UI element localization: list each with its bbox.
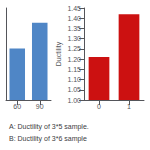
svg-text:1: 1 (127, 103, 131, 110)
svg-text:1.45: 1.45 (67, 5, 81, 12)
svg-text:B: Ductility of 3*6 sample: B: Ductility of 3*6 sample (9, 135, 87, 143)
svg-text:Ductility: Ductility (55, 41, 63, 66)
svg-text:A: Ductility of 3*5 sample.: A: Ductility of 3*5 sample. (9, 123, 89, 131)
svg-text:1.05: 1.05 (67, 86, 81, 93)
svg-text:1.00: 1.00 (67, 97, 81, 104)
svg-text:1.15: 1.15 (67, 66, 81, 73)
svg-text:1.40: 1.40 (67, 15, 81, 22)
svg-text:0: 0 (97, 103, 101, 110)
svg-text:1.10: 1.10 (67, 76, 81, 83)
svg-text:60: 60 (13, 103, 21, 110)
svg-text:1.30: 1.30 (67, 35, 81, 42)
svg-text:1.25: 1.25 (67, 45, 81, 52)
svg-text:1.35: 1.35 (67, 25, 81, 32)
svg-text:1.20: 1.20 (67, 56, 81, 63)
svg-text:90: 90 (36, 103, 44, 110)
